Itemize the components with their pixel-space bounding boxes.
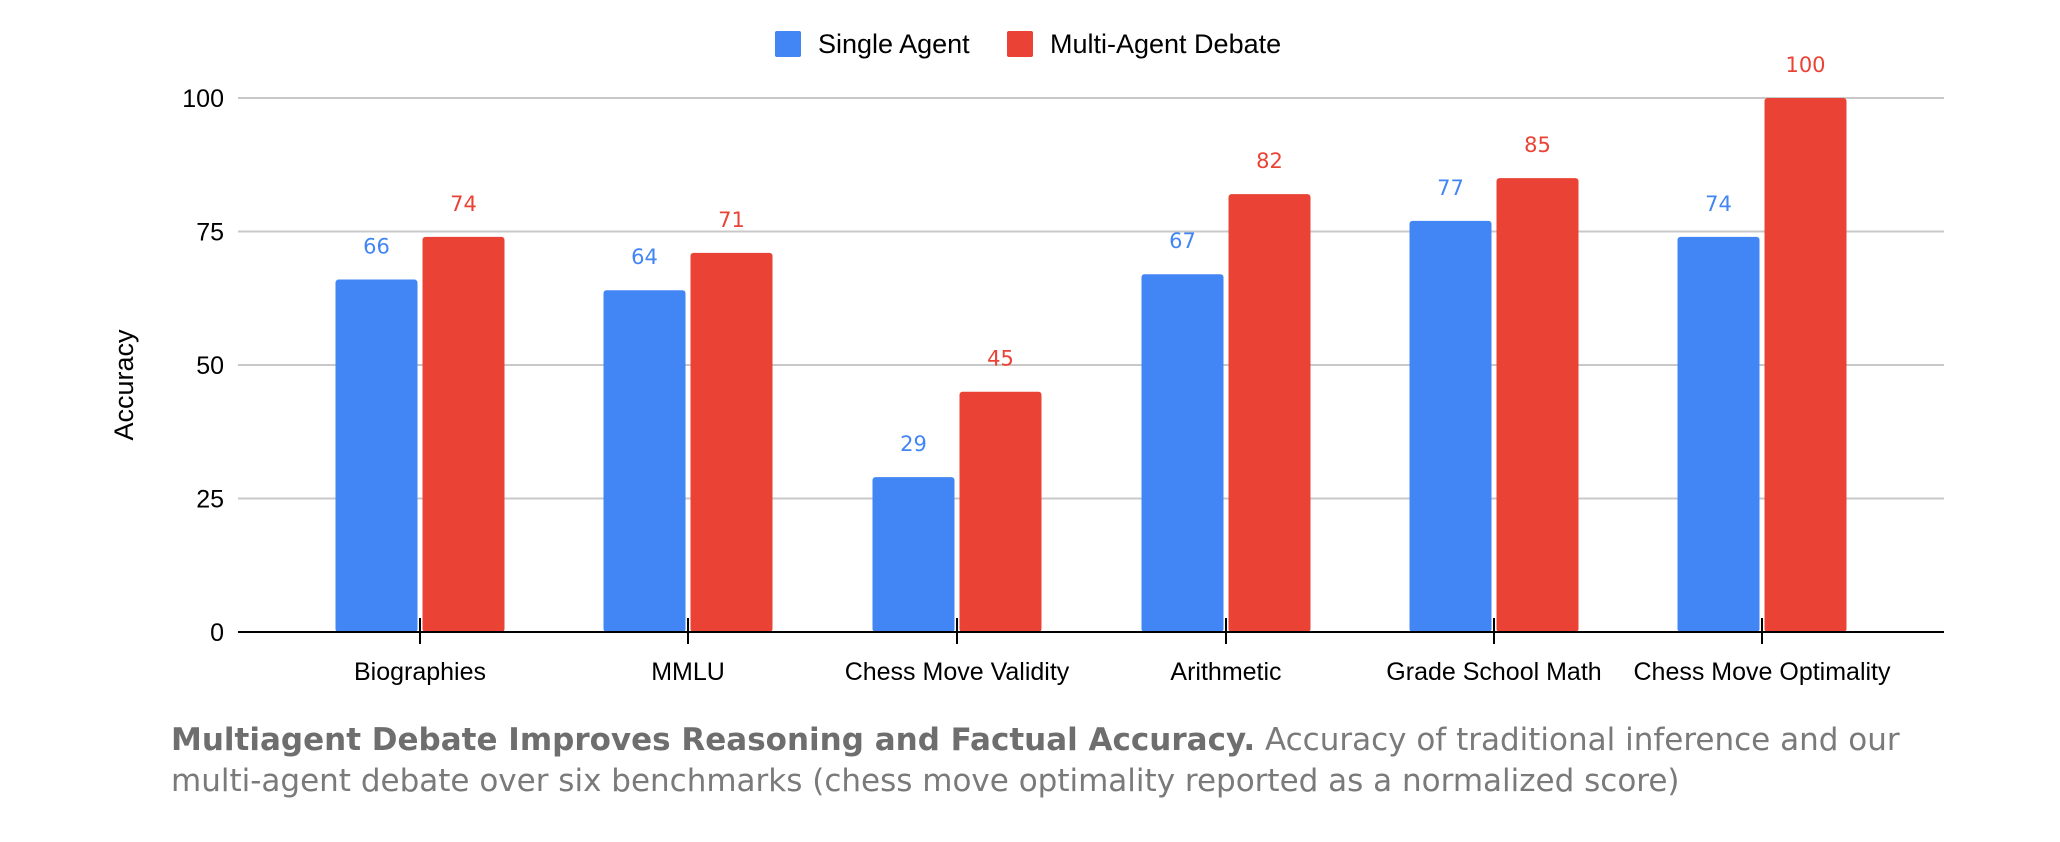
data-label: 85 [1524, 133, 1551, 157]
data-label: 29 [900, 432, 927, 456]
x-tick-label: MMLU [651, 658, 725, 686]
x-tick-label: Arithmetic [1170, 658, 1281, 686]
data-label: 82 [1256, 149, 1283, 173]
gridlines [238, 97, 1944, 500]
bar [1677, 236, 1760, 632]
x-tick-label: Chess Move Validity [845, 658, 1070, 686]
y-tick-label: 50 [196, 352, 224, 380]
bar [335, 279, 418, 632]
y-tick-label: 25 [196, 486, 224, 514]
bar [422, 236, 505, 632]
data-label: 74 [450, 192, 477, 216]
data-label: 71 [718, 208, 745, 232]
data-label: 64 [631, 245, 658, 269]
bar [959, 391, 1042, 632]
data-label: 74 [1705, 192, 1732, 216]
data-label: 66 [363, 235, 390, 259]
bars [335, 98, 1847, 633]
y-tick-label: 0 [210, 619, 224, 647]
data-label: 45 [987, 347, 1014, 371]
legend: Single Agent Multi-Agent Debate [775, 29, 1281, 59]
x-tick-label: Chess Move Optimality [1633, 658, 1891, 686]
legend-swatch [775, 31, 801, 57]
x-axis-ticks: Biographies MMLU Chess Move Validity Arithm… [354, 618, 1891, 686]
y-axis-label: Accuracy [109, 329, 139, 441]
x-tick-label: Grade School Math [1386, 658, 1601, 686]
data-label: 100 [1785, 53, 1825, 77]
bar [603, 290, 686, 632]
bar [1228, 194, 1311, 632]
data-label: 67 [1169, 229, 1196, 253]
data-labels: 66 64 29 67 77 74 74 71 45 82 85 100 [363, 53, 1825, 456]
bar [690, 252, 773, 633]
y-axis-ticks: 0 25 50 75 100 [182, 85, 224, 647]
y-tick-label: 100 [182, 85, 224, 113]
bar [1764, 98, 1847, 632]
x-tick-label: Biographies [354, 658, 486, 686]
y-tick-label: 75 [196, 219, 224, 247]
bar [1496, 178, 1579, 632]
legend-label: Multi-Agent Debate [1050, 29, 1281, 59]
bar [1409, 220, 1492, 632]
caption-title: Multiagent Debate Improves Reasoning and… [171, 722, 1256, 758]
bar [872, 477, 955, 632]
legend-label: Single Agent [818, 29, 970, 59]
figure-caption: Multiagent Debate Improves Reasoning and… [171, 720, 1951, 802]
legend-swatch [1007, 31, 1033, 57]
bar [1141, 274, 1224, 632]
data-label: 77 [1437, 176, 1464, 200]
caption-text: Accuracy of traditional inference and ou… [171, 722, 1900, 799]
